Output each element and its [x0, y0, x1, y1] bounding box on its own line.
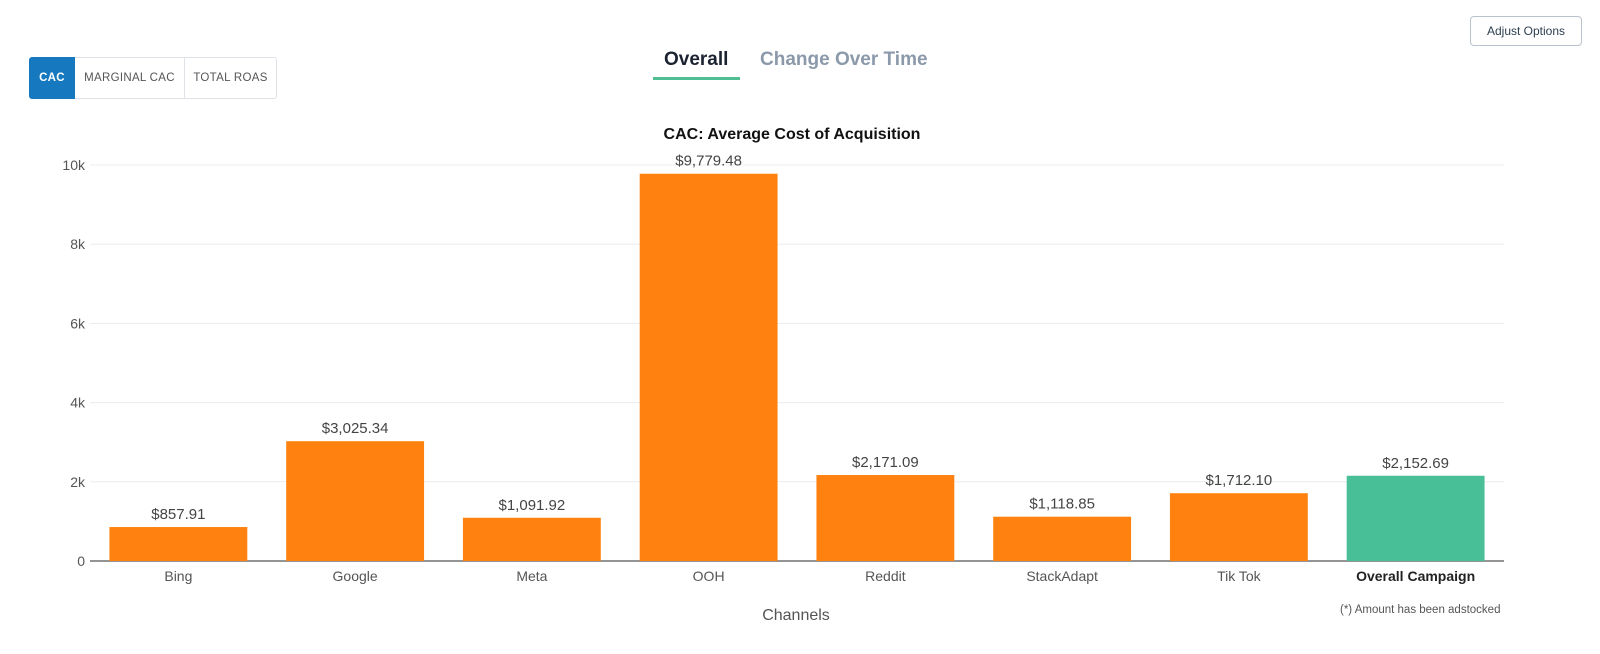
metric-tab-group: CAC MARGINAL CAC TOTAL ROAS: [29, 57, 277, 99]
chart-title: CAC: Average Cost of Acquisition: [664, 126, 921, 143]
tab-total-roas[interactable]: TOTAL ROAS: [185, 57, 277, 99]
adstock-footnote: (*) Amount has been adstocked: [1340, 604, 1501, 616]
x-tick-label: Overall Campaign: [1356, 568, 1475, 584]
tab-cac[interactable]: CAC: [29, 57, 75, 99]
tab-marginal-cac[interactable]: MARGINAL CAC: [75, 57, 185, 99]
x-tick-label: OOH: [693, 568, 725, 584]
bar-stackadapt[interactable]: [993, 516, 1132, 561]
bar-google[interactable]: [286, 441, 425, 561]
bar-layer: [109, 173, 1485, 561]
bar-overall-campaign[interactable]: [1346, 475, 1485, 561]
x-tick-label: Reddit: [865, 568, 906, 584]
y-tick-label: 2k: [70, 474, 86, 490]
x-tick-label: Google: [333, 568, 378, 584]
bar-tik-tok[interactable]: [1169, 493, 1308, 561]
bar-value-label: $9,779.48: [675, 153, 742, 170]
bar-reddit[interactable]: [816, 475, 955, 561]
y-tick-label: 6k: [70, 315, 86, 331]
bar-bing[interactable]: [109, 527, 248, 561]
bar-value-label: $1,118.85: [1029, 496, 1095, 513]
y-tick-label: 10k: [62, 157, 86, 173]
x-tick-label: Bing: [164, 568, 192, 584]
bar-value-label: $1,712.10: [1206, 472, 1273, 489]
bar-ooh[interactable]: [639, 173, 778, 561]
label-layer: 0 2k 4k 6k 8k 10k $857.91 Bing $3,025.34 Google $1…: [62, 153, 1475, 584]
bar-value-label: $3,025.34: [322, 420, 389, 437]
bar-value-label: $2,171.09: [852, 454, 919, 471]
adjust-options-button[interactable]: Adjust Options: [1470, 16, 1582, 46]
x-tick-label: StackAdapt: [1026, 568, 1098, 584]
x-tick-label: Tik Tok: [1217, 568, 1262, 584]
y-tick-label: 0: [77, 553, 85, 569]
x-axis-title: Channels: [762, 607, 830, 624]
x-tick-label: Meta: [516, 568, 547, 584]
bar-value-label: $2,152.69: [1382, 455, 1449, 472]
tab-change-over-time[interactable]: Change Over Time: [760, 49, 928, 70]
active-tab-underline: [653, 77, 740, 80]
bar-value-label: $857.91: [151, 506, 205, 523]
y-tick-label: 8k: [70, 236, 86, 252]
bar-meta[interactable]: [462, 517, 601, 561]
bar-value-label: $1,091.92: [499, 497, 566, 514]
tab-overall[interactable]: Overall: [664, 49, 729, 70]
y-tick-label: 4k: [70, 395, 86, 411]
